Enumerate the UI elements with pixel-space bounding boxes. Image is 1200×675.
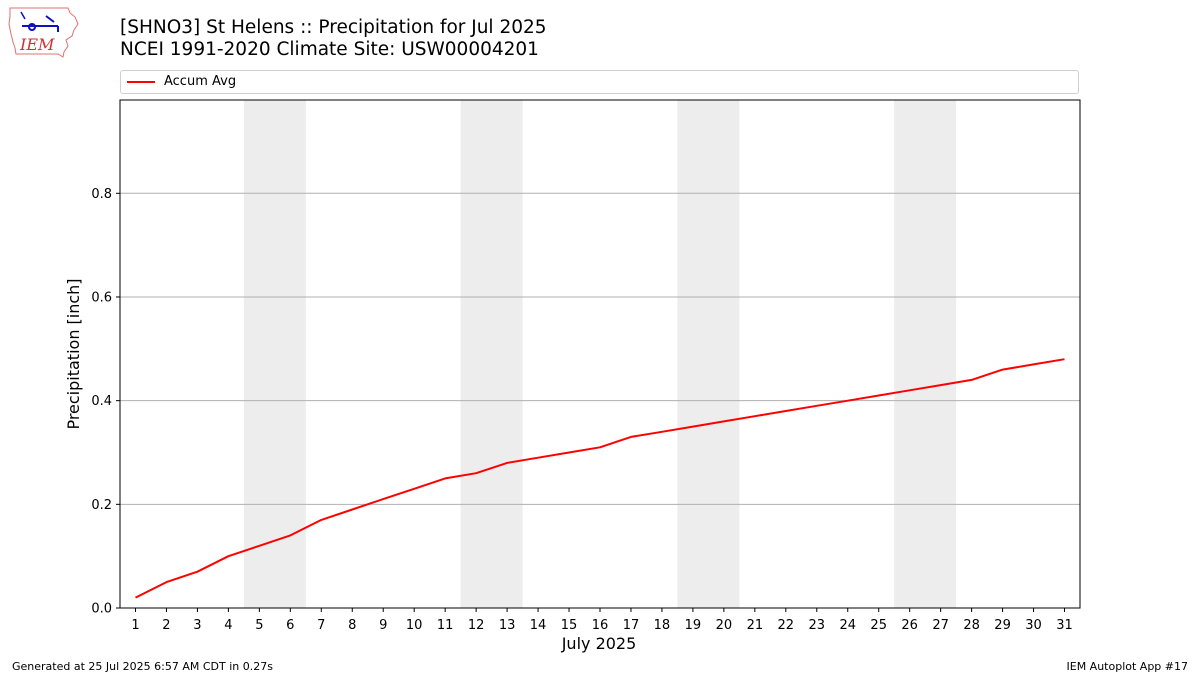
app-note: IEM Autoplot App #17 xyxy=(1066,660,1189,673)
x-tick-label: 5 xyxy=(255,618,263,633)
x-tick-label: 7 xyxy=(317,618,325,633)
x-tick-label: 3 xyxy=(193,618,201,633)
x-tick-label: 8 xyxy=(348,618,356,633)
x-tick-label: 21 xyxy=(747,618,764,633)
x-tick-label: 26 xyxy=(901,618,918,633)
series-line-accum-avg xyxy=(135,358,1065,599)
x-tick-label: 4 xyxy=(224,618,232,633)
x-tick-label: 14 xyxy=(530,618,547,633)
x-tick-label: 29 xyxy=(994,618,1011,633)
x-tick-label: 11 xyxy=(437,618,454,633)
legend-label: Accum Avg xyxy=(164,74,237,89)
weekend-band xyxy=(677,100,740,608)
y-tick-label: 0.8 xyxy=(91,187,112,202)
x-tick-label: 16 xyxy=(592,618,609,633)
wind-barb-icon xyxy=(22,15,59,32)
x-tick-label: 2 xyxy=(162,618,170,633)
y-tick-label: 0.2 xyxy=(91,498,112,513)
title-line-1: [SHNO3] St Helens :: Precipitation for J… xyxy=(120,17,547,38)
x-tick-label: 13 xyxy=(499,618,516,633)
weekend-band xyxy=(243,100,306,608)
x-tick-label: 30 xyxy=(1025,618,1042,633)
iem-logo: IEM xyxy=(8,7,79,58)
x-tick-label: 27 xyxy=(932,618,949,633)
x-tick-label: 19 xyxy=(685,618,702,633)
logo-text: IEM xyxy=(19,35,55,54)
legend-swatch xyxy=(127,81,155,83)
x-tick-label: 25 xyxy=(870,618,887,633)
y-tick-label: 0.4 xyxy=(91,394,112,409)
x-tick-label: 22 xyxy=(778,618,795,633)
x-tick-label: 24 xyxy=(839,618,856,633)
x-tick-label: 10 xyxy=(406,618,423,633)
x-axis-label: July 2025 xyxy=(561,634,637,653)
x-tick-label: 17 xyxy=(623,618,640,633)
weekend-shading xyxy=(243,100,957,608)
y-ticks: 0.0 0.2 0.4 0.6 0.8 xyxy=(91,187,120,617)
x-tick-label: 31 xyxy=(1056,618,1073,633)
x-tick-label: 23 xyxy=(809,618,826,633)
weekend-band xyxy=(460,100,523,608)
y-tick-label: 0.0 xyxy=(91,602,112,617)
x-ticks: 1 2 3 4 5 6 7 8 9 10 11 12 13 14 15 16 17 18 19 20 21 22 23 24 2… xyxy=(131,608,1073,633)
weekend-band xyxy=(894,100,957,608)
legend: Accum Avg xyxy=(120,70,1079,94)
y-tick-label: 0.6 xyxy=(91,290,112,305)
x-tick-label: 20 xyxy=(716,618,733,633)
series xyxy=(135,358,1065,599)
x-tick-label: 1 xyxy=(131,618,139,633)
title-line-2: NCEI 1991-2020 Climate Site: USW00004201 xyxy=(120,39,539,60)
x-tick-label: 6 xyxy=(286,618,294,633)
x-tick-label: 28 xyxy=(963,618,980,633)
x-tick-label: 12 xyxy=(468,618,485,633)
x-tick-label: 18 xyxy=(654,618,671,633)
gridlines xyxy=(120,192,1080,505)
generated-note: Generated at 25 Jul 2025 6:57 AM CDT in … xyxy=(12,660,273,673)
x-tick-label: 15 xyxy=(561,618,578,633)
chart-title: [SHNO3] St Helens :: Precipitation for J… xyxy=(120,17,547,61)
x-tick-label: 9 xyxy=(379,618,387,633)
iowa-outline-icon xyxy=(8,7,79,58)
y-axis-label: Precipitation [inch] xyxy=(64,278,83,429)
